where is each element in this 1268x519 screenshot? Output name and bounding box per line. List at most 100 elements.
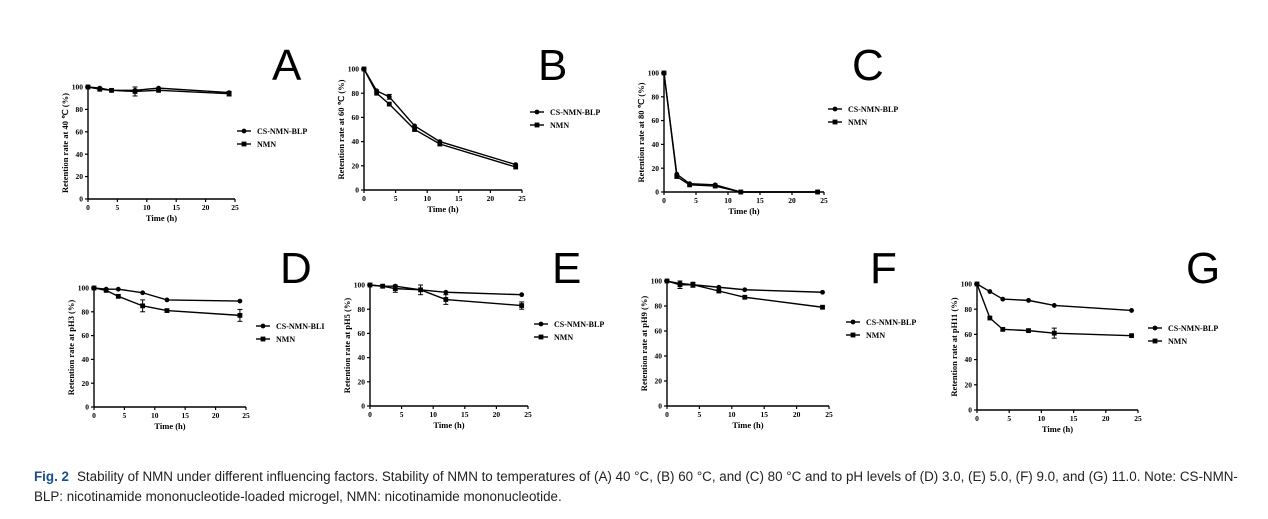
data-point-square [361,66,367,72]
data-point-circle [716,284,722,290]
x-tick-label: 0 [665,410,669,419]
y-tick-label: 0 [655,188,659,197]
y-tick-label: 0 [355,186,359,195]
data-point-square [156,87,161,93]
panel-letter: D [280,244,312,293]
x-tick-label: 5 [698,410,702,419]
y-tick-label: 100 [72,83,84,92]
y-tick-label: 80 [655,302,663,311]
y-tick-label: 100 [78,284,90,293]
y-tick-label: 80 [358,305,366,314]
x-tick-label: 20 [202,203,210,212]
data-point-circle [1051,303,1057,308]
y-axis-title: Retention rate at 80 ℃ (%) [636,82,646,182]
data-point-square [664,278,670,284]
x-tick-label: 10 [1038,414,1046,423]
y-axis-title: Retention rate at 40 ℃ (%) [60,93,70,193]
x-tick-label: 0 [92,411,96,420]
y-tick-label: 20 [76,172,84,181]
x-tick-label: 15 [1070,414,1078,423]
y-tick-label: 80 [352,89,360,98]
x-tick-label: 20 [487,194,495,203]
data-point-circle [820,289,825,295]
legend-label: NMN [276,335,295,344]
x-tick-label: 0 [368,410,372,419]
y-tick-label: 20 [965,380,973,389]
data-point-square [738,189,744,195]
data-point-square [97,86,103,92]
legend-marker-square [832,119,838,125]
x-tick-label: 15 [760,410,768,419]
y-tick-label: 80 [965,305,973,314]
data-point-circle [519,292,525,298]
data-point-circle [1000,296,1006,302]
series-line-nmn [976,283,1132,337]
chart-panel-b: 0 20 40 60 80 100 0 5 10 15 20 25 Time (h) Retention … [336,41,600,214]
y-tick-label: 20 [82,379,90,388]
data-point-square [392,286,398,292]
y-axis-title: Retention rate at pH3 (%) [66,300,76,396]
data-point-square [109,87,114,93]
data-point-square [716,288,722,294]
y-tick-label: 0 [85,403,89,412]
x-tick-label: 25 [1134,414,1142,423]
data-point-square [1000,326,1006,332]
y-tick-label: 0 [658,402,662,411]
legend-marker-circle [241,128,247,134]
legend-label: NMN [554,333,573,342]
legend-marker-square [534,122,540,128]
x-tick-label: 15 [181,411,189,420]
x-tick-label: 20 [793,410,801,419]
data-point-square [367,282,373,288]
data-point-square [418,287,423,293]
legend-label: NMN [866,331,885,340]
x-tick-label: 20 [212,411,220,420]
y-axis-title: Retention rate at 60 ℃ (%) [336,79,346,179]
data-point-square [237,312,243,318]
data-point-circle [987,289,993,294]
y-tick-label: 40 [358,353,366,362]
legend-label: CS-NMN-BLP [554,320,604,329]
y-tick-label: 100 [648,69,660,78]
figure-caption: Fig. 2 Stability of NMN under different i… [34,467,1244,507]
data-point-square [519,303,525,308]
x-tick-label: 15 [756,196,764,205]
x-tick-label: 5 [400,410,404,419]
x-tick-label: 15 [455,194,463,203]
data-point-square [164,308,170,314]
data-point-square [386,101,392,107]
y-tick-label: 60 [652,116,660,125]
chart-panel-e: 0 20 40 60 80 100 0 5 10 15 20 25 Time (h) Retention … [342,244,604,430]
x-axis-title: Time (h) [1042,424,1073,434]
data-point-square [91,285,97,291]
x-tick-label: 0 [662,196,666,205]
y-tick-label: 0 [79,195,83,204]
y-tick-label: 80 [652,92,660,101]
legend-label: NMN [550,121,569,130]
x-tick-label: 20 [493,410,501,419]
series-line-cs-nmn-blp [663,72,818,193]
x-tick-label: 0 [86,203,90,212]
panel-letter: G [1186,244,1220,293]
data-point-square [815,189,820,195]
data-point-square [987,315,993,321]
chart-panel-g: 0 20 40 60 80 100 0 5 10 15 20 25 Time (h) Retention … [949,244,1220,434]
y-tick-label: 20 [358,377,366,386]
data-point-square [513,164,519,170]
legend-marker-square [1152,338,1158,344]
y-tick-label: 60 [76,127,84,136]
data-point-square [85,84,91,90]
legend-marker-circle [534,109,540,115]
chart-panel-a: 0 20 40 60 80 100 0 5 10 15 20 25 Time (h) Retention … [60,41,307,223]
series-line-nmn [363,68,516,168]
data-point-square [687,182,692,188]
y-axis-title: Retention rate at pH11 (%) [949,297,959,396]
data-point-square [661,70,667,76]
legend-marker-circle [850,319,856,325]
data-point-circle [1026,297,1031,303]
data-point-circle [443,289,449,295]
data-point-square [742,294,748,300]
y-tick-label: 100 [961,280,973,289]
x-tick-label: 25 [231,203,239,212]
